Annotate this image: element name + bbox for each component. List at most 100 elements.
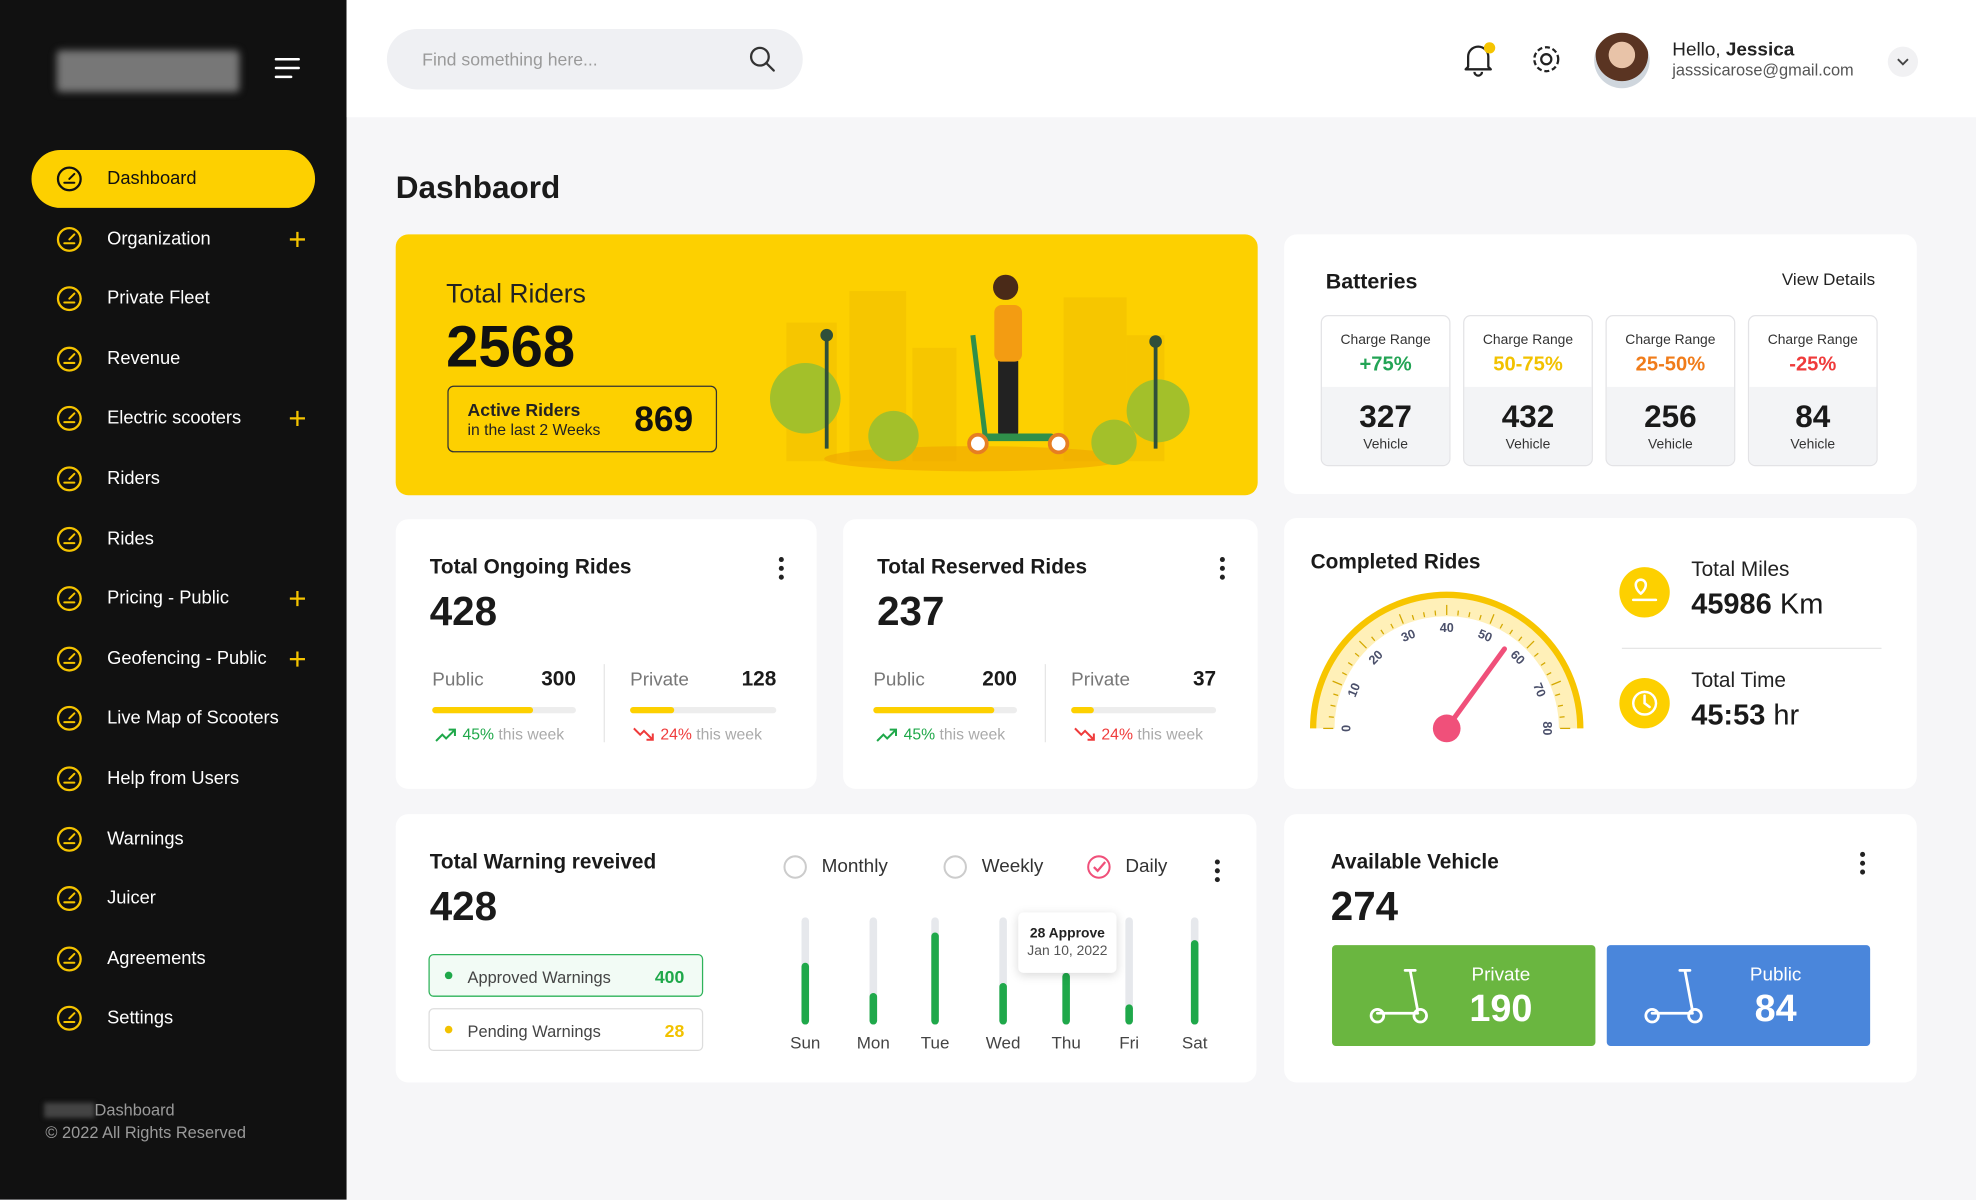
nav-item[interactable]: Warnings — [32, 810, 316, 868]
expand-icon[interactable] — [289, 231, 305, 247]
expand-plus — [289, 651, 305, 667]
avatar[interactable] — [1594, 32, 1650, 89]
gauge-minor-tick — [1499, 623, 1504, 629]
nav-item[interactable]: Riders — [32, 450, 316, 508]
card-total: 237 — [877, 588, 945, 634]
tooltip-date: Jan 10, 2022 — [1027, 943, 1108, 960]
trend-value: 24% — [1101, 725, 1133, 744]
notification-icon[interactable] — [1462, 42, 1496, 77]
nav-icon-detail — [63, 172, 76, 184]
time-icon — [1619, 677, 1670, 729]
progress-track — [1071, 706, 1217, 714]
period-option[interactable]: Weekly — [943, 853, 1082, 881]
nav-icon — [56, 226, 82, 252]
nav-item[interactable]: Live Map of Scooters — [32, 690, 316, 748]
x-tick-label: Thu — [1051, 1033, 1081, 1053]
pending-warnings: Pending Warnings 28 — [428, 1008, 704, 1052]
nav-item[interactable]: Rides — [32, 510, 316, 568]
nav-label: Pricing - Public — [107, 588, 229, 609]
miles-label: Total Miles — [1691, 558, 1790, 581]
x-tick-label: Mon — [856, 1033, 890, 1053]
radio — [943, 855, 967, 879]
nav-item[interactable]: Electric scooters — [32, 390, 316, 448]
tree — [769, 362, 841, 434]
expand-icon[interactable] — [289, 651, 305, 667]
bar-track — [999, 917, 1007, 1025]
gauge-minor-tick — [1390, 623, 1394, 629]
nav-item[interactable]: Pricing - Public — [32, 570, 316, 628]
view-details[interactable]: View Details — [1781, 269, 1876, 289]
user-email: jasssicarose@gmail.com — [1672, 60, 1854, 80]
nav-item[interactable]: Geofencing - Public — [32, 630, 316, 688]
gauge-minor-tick — [1533, 652, 1539, 657]
trend-icon — [633, 727, 654, 741]
battery-unit: Vehicle — [1648, 437, 1693, 453]
gauge-minor-tick — [1341, 672, 1347, 676]
menu-button[interactable] — [778, 557, 786, 580]
card-title: Total Warning reveived — [429, 850, 657, 874]
chevron — [1897, 58, 1909, 66]
menu-button[interactable] — [1219, 557, 1227, 580]
expand-icon[interactable] — [289, 591, 305, 607]
nav-icon-detail — [63, 472, 76, 484]
nav-item[interactable]: Dashboard — [31, 149, 316, 208]
search-icon[interactable] — [749, 46, 775, 72]
nav-icon — [56, 646, 82, 672]
period-option[interactable]: Monthly — [783, 853, 922, 881]
battery-unit: Vehicle — [1790, 437, 1836, 453]
period-label: Weekly — [981, 855, 1044, 878]
battery-lower — [1749, 386, 1877, 466]
battery-range: 50-75% — [1493, 354, 1563, 376]
nav-item[interactable]: Agreements — [32, 930, 316, 988]
active-riders-box: Active Riders in the last 2 Weeks 869 — [447, 385, 718, 453]
trend-arrow — [1074, 727, 1095, 741]
search-box[interactable]: Find something here... — [386, 28, 803, 90]
nav-item[interactable]: Juicer — [32, 870, 316, 928]
menu-dot — [778, 557, 784, 563]
gauge-minor-tick — [1509, 629, 1514, 635]
nav-item[interactable]: Private Fleet — [32, 270, 316, 328]
vehicle-label: Public — [1749, 964, 1802, 986]
nav-item[interactable]: Settings — [32, 990, 316, 1048]
completed-rides-card: Completed Rides 0 10 20 30 40 50 60 70 80 Total Mi… — [1284, 517, 1917, 789]
nav-icon-detail — [63, 352, 76, 364]
account-menu[interactable] — [1887, 46, 1919, 77]
scooter-frame — [1376, 968, 1420, 1015]
progress-track — [432, 706, 576, 714]
nav-item[interactable]: Help from Users — [32, 750, 316, 808]
nav-item[interactable]: Revenue — [32, 330, 316, 388]
nav-icon-detail — [63, 292, 76, 304]
stat-icon-glyph — [1632, 690, 1658, 716]
card-title: Total Ongoing Rides — [429, 555, 632, 579]
gauge-minor-tick — [1398, 614, 1404, 624]
menu-dot — [1214, 868, 1220, 874]
progress-fill — [630, 706, 674, 714]
progress-fill — [873, 706, 995, 714]
menu-button[interactable] — [1859, 851, 1867, 875]
gauge-minor-tick — [1358, 640, 1367, 649]
period-option[interactable]: Daily — [1086, 853, 1225, 881]
warning-label: Pending Warnings — [467, 1022, 601, 1041]
nav-label: Riders — [107, 468, 160, 489]
nav-label: Dashboard — [107, 168, 197, 190]
menu-dot — [778, 565, 784, 571]
nav-item[interactable]: Organization — [32, 210, 316, 268]
expand-icon[interactable] — [289, 411, 305, 427]
settings-icon[interactable] — [1530, 43, 1563, 76]
menu-button[interactable] — [1214, 859, 1222, 883]
progress-track — [873, 706, 1017, 714]
menu-toggle[interactable] — [274, 57, 303, 81]
person-legs — [998, 357, 1019, 437]
total-riders-card: Total Riders 2568 Active Riders in the last… — [395, 234, 1258, 496]
scooter-frame — [1650, 968, 1694, 1015]
menu-dot — [1860, 851, 1866, 857]
trend-arrow — [435, 728, 456, 742]
battery-box: Charge Range 50-75% 432 Vehicle — [1463, 315, 1593, 467]
split-divider — [1044, 664, 1046, 743]
trend-icon — [435, 728, 456, 742]
menu-dot — [1214, 859, 1220, 865]
battery-label: Charge Range — [1340, 332, 1431, 348]
card-total: 428 — [429, 588, 498, 634]
